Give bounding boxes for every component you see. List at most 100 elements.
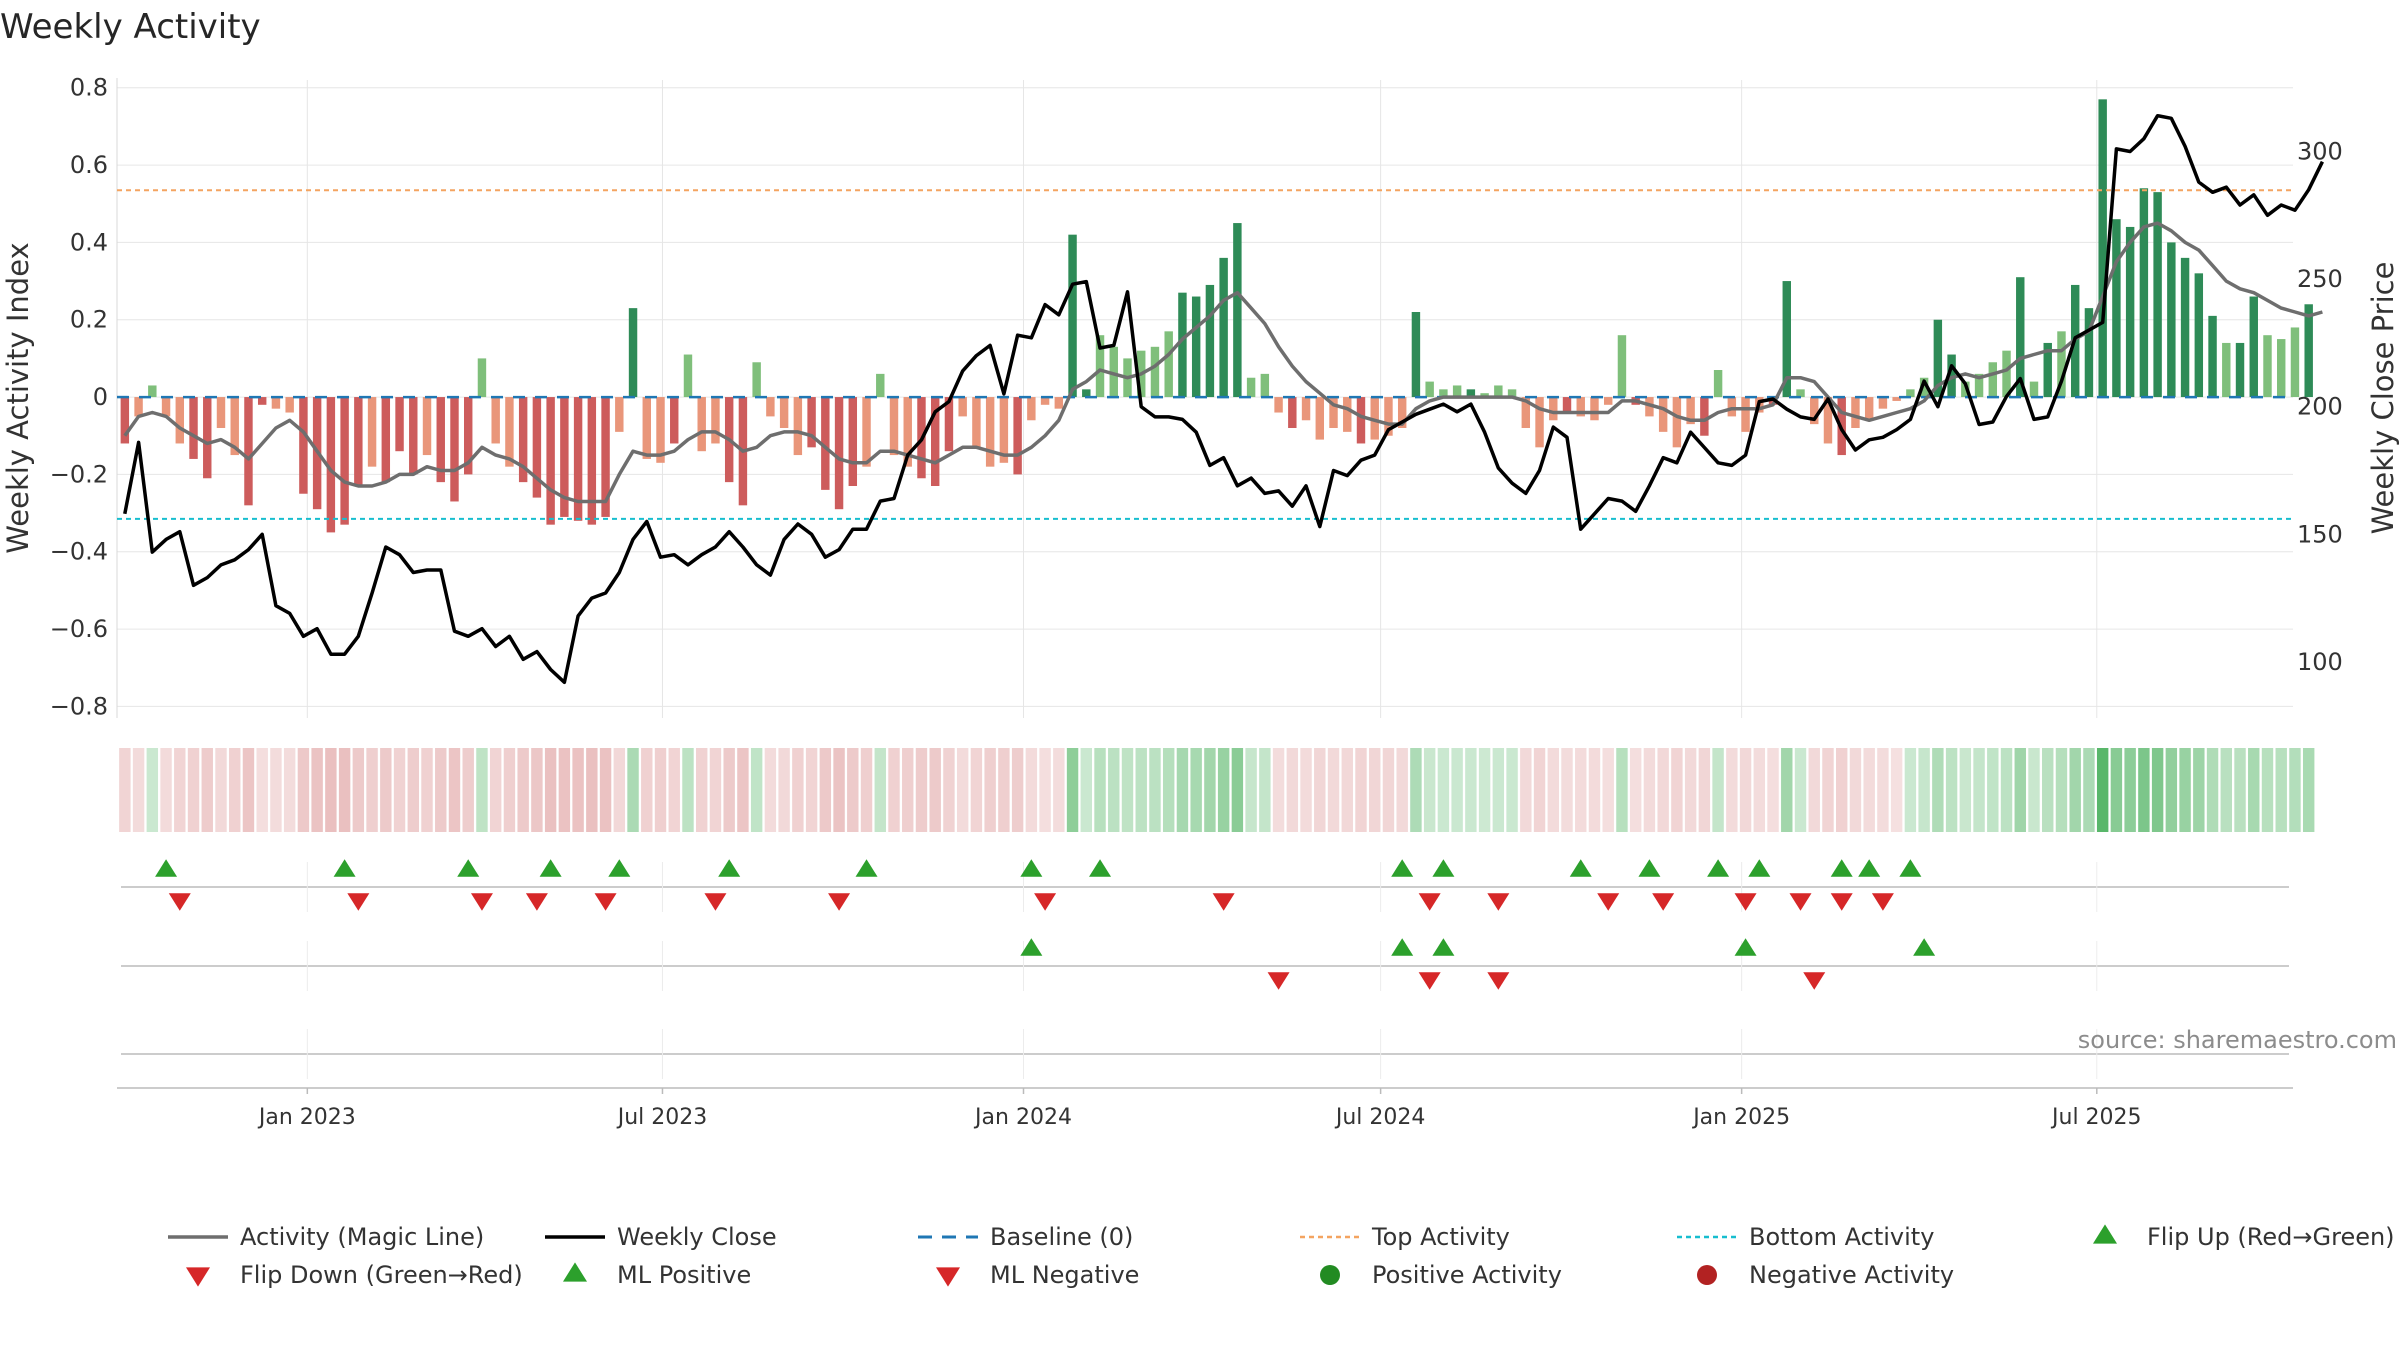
- activity-bar: [2029, 381, 2039, 398]
- flip-down-marker: [1212, 893, 1235, 911]
- activity-bar: [752, 362, 761, 398]
- flip-up-marker: [1830, 859, 1853, 877]
- activity-bar: [1672, 397, 1682, 448]
- heat-strip-cell: [860, 748, 873, 832]
- activity-bar: [2277, 339, 2286, 398]
- heat-strip-cell: [613, 748, 626, 832]
- heat-strip-cell: [1121, 748, 1134, 832]
- heat-strip-cell: [654, 748, 667, 832]
- chart-lines: [117, 113, 2324, 685]
- heat-strip-cell: [723, 748, 735, 832]
- heat-strip-cell: [792, 748, 804, 832]
- legend-item-pos: Positive Activity: [1320, 1261, 1562, 1289]
- heat-strip-cell: [489, 748, 502, 832]
- activity-bar: [1343, 397, 1352, 432]
- heat-strip-cell: [1204, 748, 1216, 832]
- activity-bar: [999, 397, 1009, 463]
- heat-strip-cell: [888, 748, 900, 832]
- flip-up-marker: [1858, 859, 1881, 877]
- heat-strip-cell: [1726, 748, 1738, 832]
- legend-label: Weekly Close: [617, 1223, 777, 1251]
- activity-bar: [1150, 346, 1160, 398]
- heat-strip-cell: [1561, 748, 1573, 832]
- heat-strip-cell: [1451, 748, 1463, 832]
- activity-bar: [203, 397, 212, 479]
- activity-bar: [1494, 385, 1503, 398]
- heat-strip-cell: [1245, 748, 1257, 832]
- y-right-tick-label: 150: [2297, 520, 2343, 548]
- activity-bar: [2153, 192, 2162, 398]
- flip-up-marker: [608, 859, 631, 877]
- activity-bar: [271, 397, 281, 409]
- flip-up-marker: [333, 859, 356, 877]
- heat-strip-cell: [1918, 748, 1930, 832]
- heat-strip-cell: [2302, 748, 2315, 832]
- activity-bar: [1645, 397, 1654, 417]
- heat-strip-cell: [1602, 748, 1614, 832]
- heat-strip-cell: [1863, 748, 1875, 832]
- activity-bar: [1466, 389, 1476, 398]
- flip-down-marker: [168, 893, 191, 911]
- weekly-close-line: [123, 113, 2324, 685]
- heat-strip-cell: [1945, 748, 1958, 832]
- legend-item-baseline: Baseline (0): [918, 1223, 1133, 1251]
- legend-label: ML Positive: [617, 1261, 751, 1289]
- heat-strip-cell: [1904, 748, 1917, 832]
- activity-bar: [395, 397, 404, 452]
- activity-bar: [862, 397, 871, 467]
- heat-strip-cell: [1286, 748, 1299, 832]
- activity-bar: [2194, 273, 2204, 398]
- y-right-tick-label: 300: [2297, 137, 2343, 165]
- heat-strip-cell: [1135, 748, 1147, 832]
- heat-strip-cell: [2220, 748, 2232, 832]
- heat-strip-cell: [201, 748, 213, 832]
- activity-bar: [1713, 370, 1723, 398]
- heat-strip-cell: [1794, 748, 1807, 832]
- heat-strip-cell: [764, 748, 777, 832]
- ml-positive-marker: [1391, 938, 1414, 956]
- heat-strip-cell: [435, 748, 447, 832]
- flip-down-marker: [1487, 893, 1510, 911]
- heat-strip-cell: [352, 748, 365, 832]
- heat-strip-cell: [1987, 748, 1999, 832]
- heat-strip-cell: [2014, 748, 2026, 832]
- activity-bar: [1947, 354, 1956, 398]
- heat-strip-cell: [338, 748, 351, 832]
- heat-strip-cell: [517, 748, 529, 832]
- activity-bar: [1700, 397, 1709, 436]
- heat-strip-cell: [1231, 748, 1244, 832]
- legend-label: Baseline (0): [990, 1223, 1133, 1251]
- heat-strip-cell: [2275, 748, 2287, 832]
- activity-bar: [1315, 397, 1325, 440]
- positive-dot-icon: [1320, 1265, 1340, 1285]
- activity-bar: [642, 397, 651, 459]
- heat-strip-cell: [119, 748, 131, 832]
- y-left-tick-label: 0: [93, 383, 108, 411]
- heat-strip-cell: [1423, 748, 1436, 832]
- activity-bar: [1823, 397, 1833, 444]
- activity-bar: [2167, 242, 2176, 398]
- x-tick-label: Jul 2024: [1334, 1105, 1426, 1130]
- activity-bar: [1219, 257, 1228, 398]
- activity-bar: [779, 397, 789, 428]
- legend-label: Top Activity: [1371, 1223, 1510, 1251]
- activity-bar: [1370, 397, 1379, 440]
- flip-down-marker: [470, 893, 493, 911]
- heat-strip-cell: [750, 748, 763, 832]
- heat-strip-cell: [1080, 748, 1093, 832]
- activity-bar: [1233, 223, 1242, 398]
- flip-down-marker: [1871, 893, 1894, 911]
- heat-strip-cell: [1272, 748, 1285, 832]
- heat-strip-cell: [998, 748, 1010, 832]
- signal-lanes: [121, 859, 2289, 1079]
- ml-negative-marker: [1418, 972, 1441, 990]
- activity-bars: [120, 99, 2313, 533]
- heat-strip-cell: [902, 748, 914, 832]
- activity-bar: [161, 397, 171, 417]
- activity-bar: [1452, 385, 1462, 398]
- activity-bar: [1178, 292, 1187, 398]
- activity-bar: [1040, 397, 1050, 405]
- heat-strip-cell: [366, 748, 378, 832]
